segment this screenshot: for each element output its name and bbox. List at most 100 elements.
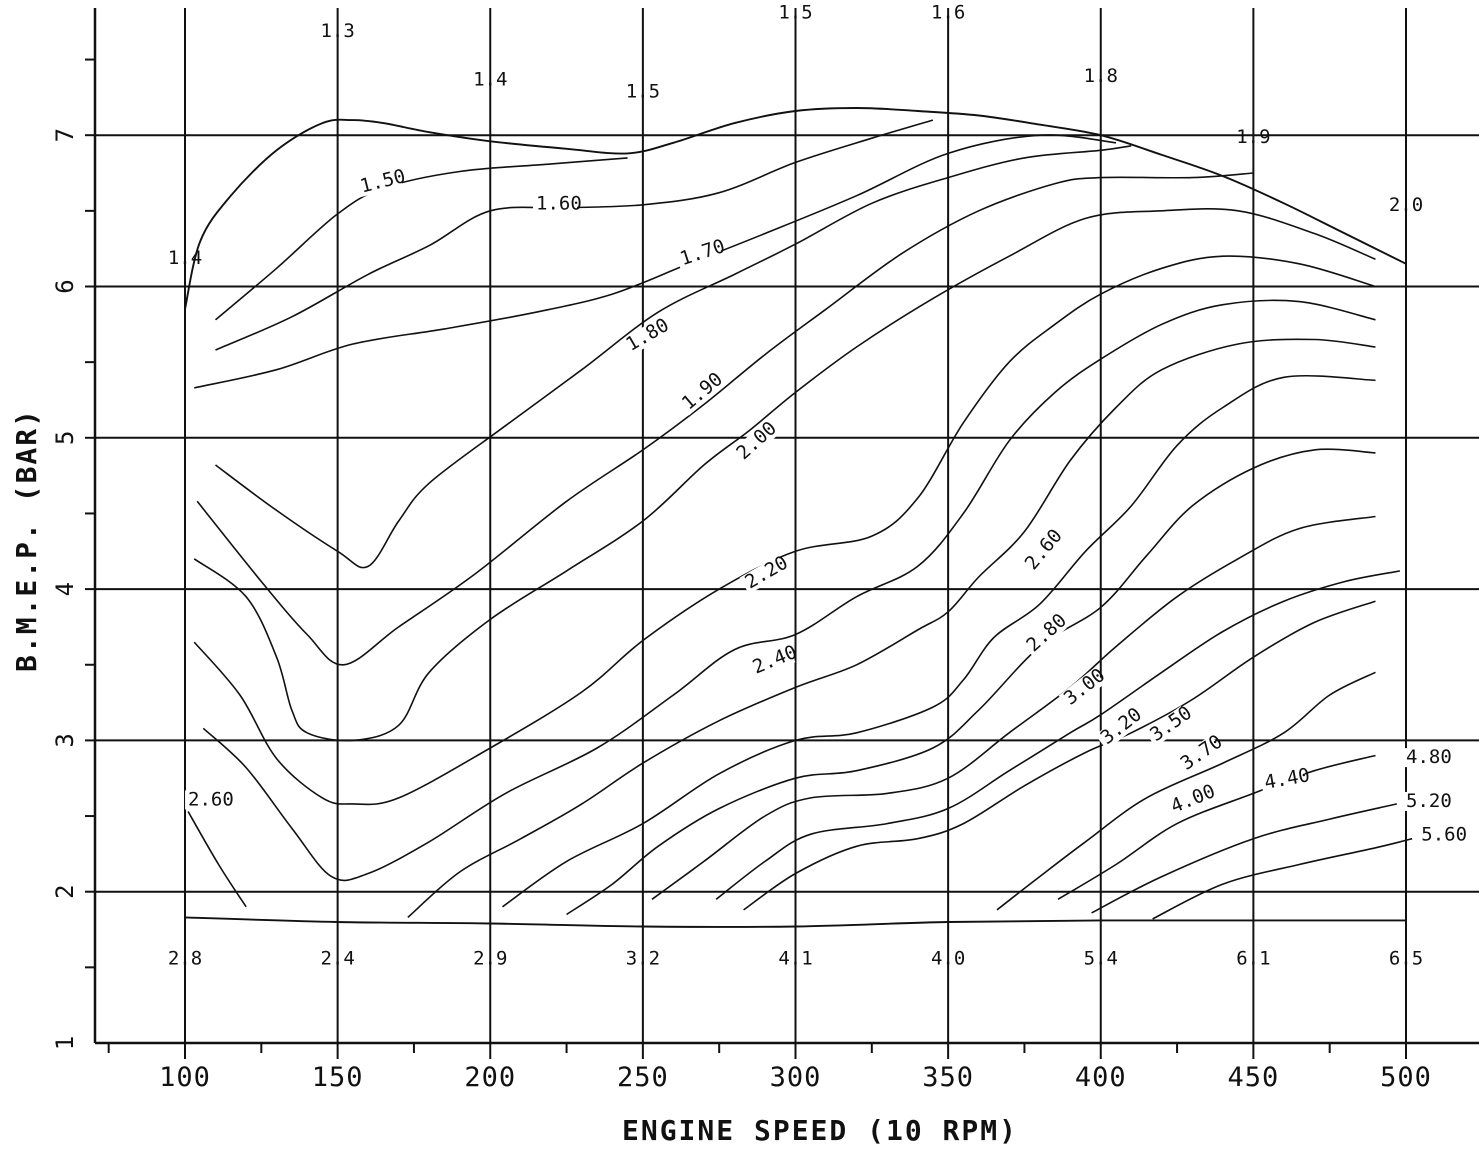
- contour-line: [743, 600, 1376, 911]
- contour-label-text: 3.20: [1096, 703, 1146, 749]
- contour-label: 2.60: [1020, 525, 1067, 576]
- bottom-value-label: 6.5: [1389, 947, 1423, 969]
- bottom-value-label: 6.1: [1236, 947, 1270, 969]
- contour-label-text: 4.40: [1263, 764, 1312, 794]
- contour-label-text: 1.70: [677, 235, 727, 270]
- top-value-label: 1.9: [1236, 126, 1270, 148]
- contour-label: 3.20: [1095, 703, 1146, 750]
- contour-line: [215, 145, 1132, 569]
- contour-label-text: 1.60: [536, 192, 582, 214]
- contour-label-bg: [355, 168, 403, 198]
- contour-label: 4.80: [1403, 746, 1452, 768]
- contour-line: [193, 255, 1376, 806]
- bottom-value-label: 2.9: [473, 947, 507, 969]
- axis-layer: 100 150 200 250 300 350 400 450 500 1 2 3 4 5 6 7: [51, 8, 1479, 1093]
- contour-line: [1152, 837, 1413, 920]
- contour-label-text: 2.60: [188, 788, 234, 810]
- contour-layer: [184, 107, 1413, 928]
- contour-label-text: 3.00: [1060, 664, 1110, 710]
- contour-line: [407, 338, 1376, 919]
- contour-label-text: 5.60: [1421, 823, 1467, 845]
- x-tick-label: 450: [1227, 1062, 1279, 1093]
- contour-label: 2.80: [1021, 609, 1071, 658]
- y-tick-label: 4: [51, 582, 79, 596]
- contour-label-bg: [1020, 529, 1064, 576]
- top-value-label: 1.5: [778, 2, 812, 24]
- contour-label: 1.70: [675, 235, 728, 271]
- contour-label: 4.00: [1165, 780, 1219, 818]
- contour-line: [1091, 803, 1397, 914]
- contour-line: [187, 811, 247, 908]
- label-layer: 1.501.601.701.801.902.002.202.402.602.60…: [168, 2, 1467, 970]
- contour-label-text: 2.60: [1021, 525, 1067, 574]
- contour-line: [651, 515, 1376, 900]
- bottom-value-label: 4.1: [778, 947, 812, 969]
- contour-label-text: 4.00: [1168, 780, 1219, 818]
- contour-line: [193, 208, 1376, 742]
- contour-line: [502, 374, 1376, 908]
- contour-label-text: 4.80: [1406, 746, 1452, 768]
- bottom-value-label: 5.4: [1084, 947, 1118, 969]
- contour-label-bg: [747, 644, 796, 679]
- contour-label-bg: [1144, 706, 1192, 747]
- x-axis-title: ENGINE SPEED (10 RPM): [622, 1114, 1018, 1147]
- contour-line: [566, 448, 1376, 916]
- contour-line: [996, 671, 1376, 911]
- y-tick-label: 1: [51, 1036, 79, 1050]
- top-value-label: 2.0: [1389, 194, 1423, 216]
- x-tick-label: 200: [464, 1062, 516, 1093]
- y-axis-title: B.M.E.P. (BAR): [10, 408, 43, 672]
- contour-label-bg: [1165, 783, 1214, 818]
- contour-label-bg: [676, 372, 723, 416]
- contour-label: 1.60: [533, 192, 582, 214]
- contour-label-bg: [533, 194, 578, 214]
- contour-label-bg: [1021, 614, 1067, 658]
- y-tick-label: 6: [51, 279, 79, 293]
- contour-label-bg: [1418, 825, 1463, 845]
- contour-line: [202, 299, 1376, 882]
- top-value-label: 1.5: [626, 80, 660, 102]
- contour-label: 3.70: [1175, 730, 1227, 776]
- grid-layer: [95, 8, 1479, 1043]
- contour-label-text: 3.50: [1146, 702, 1196, 746]
- bottom-value-label: 4.0: [931, 947, 965, 969]
- contour-line: [214, 157, 628, 321]
- contour-label-bg: [1260, 766, 1307, 794]
- contour-label-text: 2.20: [741, 551, 792, 593]
- contour-label: 1.50: [355, 165, 408, 198]
- contour-label-text: 1.50: [358, 165, 408, 197]
- contour-line: [1057, 754, 1376, 900]
- contour-label-bg: [675, 238, 723, 271]
- contour-line: [715, 570, 1401, 900]
- top-value-label: 1.3: [320, 20, 354, 42]
- contour-label-bg: [1058, 668, 1105, 711]
- contour-label: 2.60: [185, 788, 234, 810]
- contour-label-bg: [1175, 734, 1223, 776]
- x-tick-label: 500: [1380, 1062, 1432, 1093]
- contour-line: [196, 172, 1254, 666]
- x-tick-label: 400: [1075, 1062, 1127, 1093]
- contour-label-bg: [620, 318, 669, 357]
- bottom-value-label: 3.2: [626, 947, 660, 969]
- contour-label-text: 2.40: [749, 641, 800, 679]
- contour-label-bg: [1095, 707, 1142, 750]
- contour-label: 4.40: [1260, 764, 1312, 794]
- contour-label-bg: [731, 421, 777, 466]
- contour-label-text: 5.20: [1406, 790, 1452, 812]
- contour-label-bg: [1403, 748, 1447, 768]
- y-tick-label: 3: [51, 733, 79, 747]
- x-tick-label: 250: [617, 1062, 669, 1093]
- top-value-label: 1.4: [473, 68, 507, 90]
- x-tick-label: 350: [922, 1062, 974, 1093]
- contour-label-text: 2.80: [1022, 609, 1071, 656]
- lower-boundary-curve: [184, 916, 1406, 928]
- bottom-value-label: 2.8: [168, 947, 202, 969]
- x-tick-label: 300: [770, 1062, 822, 1093]
- x-tick-label: 100: [159, 1062, 211, 1093]
- contour-label: 5.20: [1403, 790, 1452, 812]
- contour-label-text: 3.70: [1176, 730, 1226, 774]
- bottom-value-label: 2.4: [320, 947, 354, 969]
- contour-label-bg: [185, 790, 230, 810]
- contour-line: [215, 119, 934, 351]
